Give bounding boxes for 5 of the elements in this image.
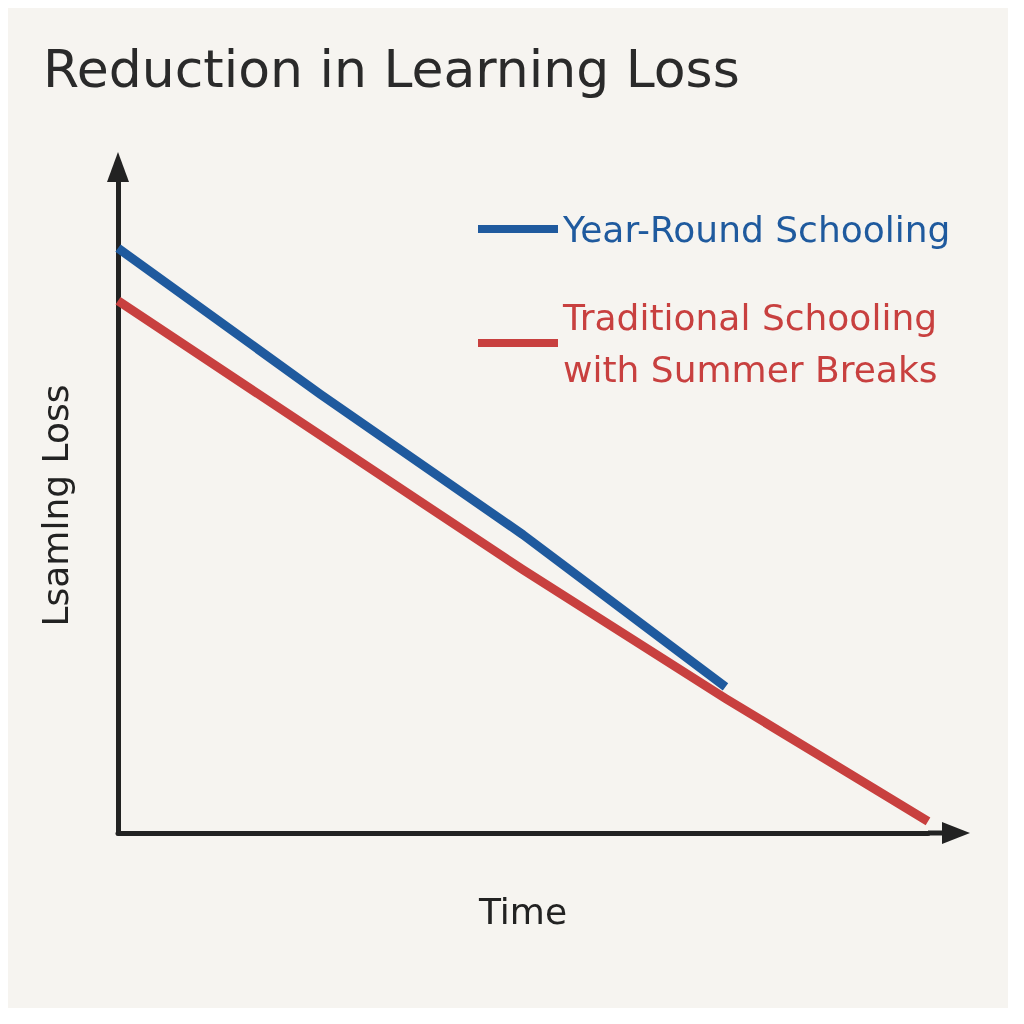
y-axis-title: Lsamlng Loss [34,384,76,627]
legend-label: Year-Round Schooling [562,208,951,250]
chart-title: Reduction in Learning Loss [43,39,740,99]
legend-label: Traditional Schooling with Summer Breaks [562,296,949,390]
x-axis-title: Time [477,890,568,932]
